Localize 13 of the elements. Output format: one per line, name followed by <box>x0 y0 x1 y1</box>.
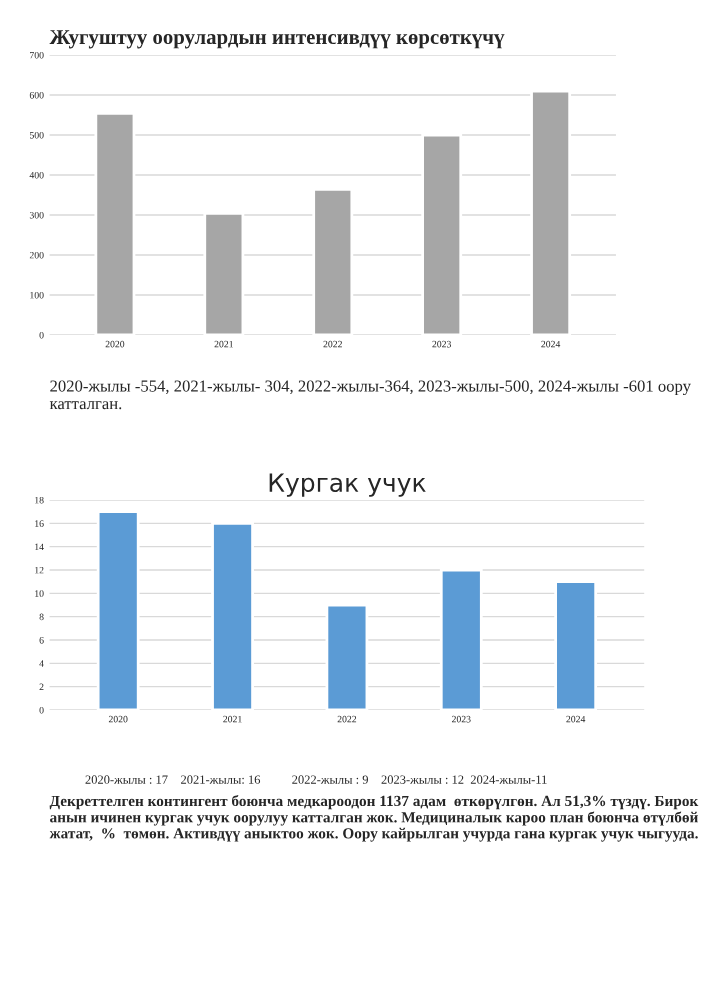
bar <box>312 188 354 335</box>
bar <box>96 510 140 710</box>
bar <box>421 133 463 335</box>
bar <box>325 603 369 710</box>
bar <box>211 521 254 710</box>
bar <box>203 212 245 335</box>
bar <box>554 580 598 710</box>
bar <box>94 112 136 335</box>
chart-title: Жугуштуу оорулардын интенсивдүү көрсөткүчү <box>49 30 505 49</box>
text: 2020-жылы -554, 2021-жылы- 304, 2022-жылы-364, 2023-жылы-500, 2024-жылы -601 оору катталган. <box>49 380 691 410</box>
bar <box>439 568 483 710</box>
bar <box>530 89 572 335</box>
chart-title: Кургак учук <box>269 473 426 497</box>
